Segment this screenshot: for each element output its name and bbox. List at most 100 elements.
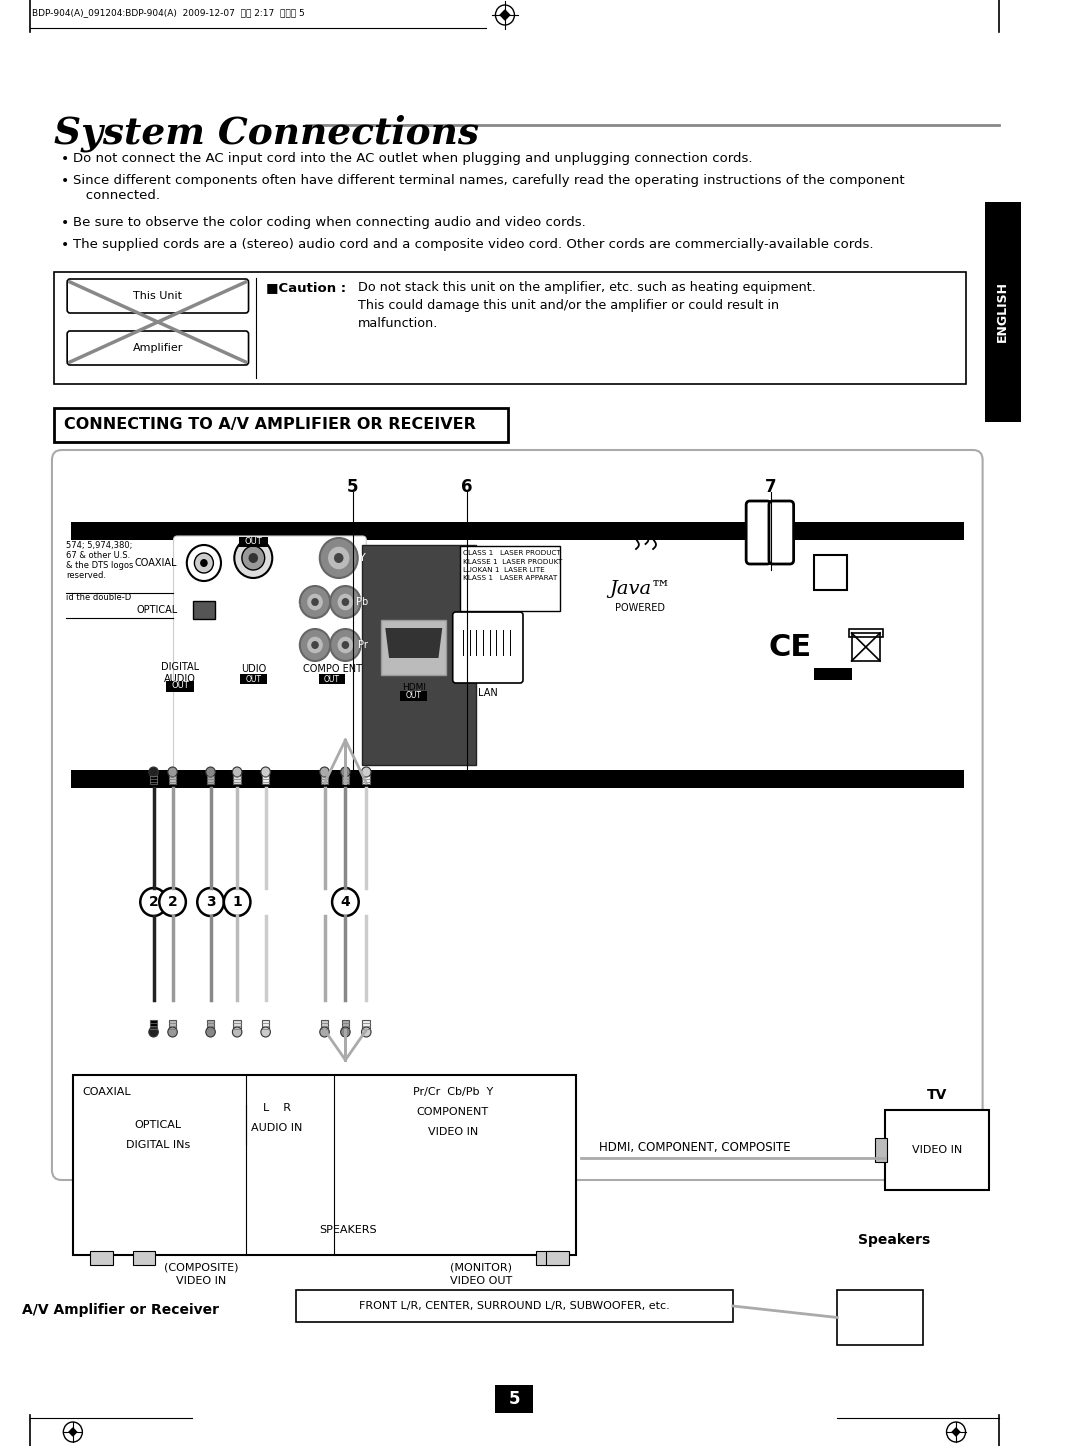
Text: 4: 4	[340, 895, 350, 910]
Bar	[233, 772, 241, 784]
Bar	[261, 1019, 269, 1032]
Bar	[813, 555, 847, 590]
Text: CE: CE	[768, 633, 811, 662]
Circle shape	[307, 636, 324, 654]
Bar	[875, 1138, 887, 1163]
Text: SPEAKERS: SPEAKERS	[320, 1225, 377, 1235]
Text: Java™: Java™	[609, 580, 671, 599]
Text: OUT: OUT	[324, 674, 340, 684]
Text: 1: 1	[232, 895, 242, 910]
Text: Be sure to observe the color coding when connecting audio and video cords.: Be sure to observe the color coding when…	[72, 215, 585, 228]
Text: ■Caution :: ■Caution :	[266, 281, 346, 294]
Bar	[319, 674, 346, 684]
Circle shape	[149, 766, 159, 777]
Text: CONNECTING TO A/V AMPLIFIER OR RECEIVER: CONNECTING TO A/V AMPLIFIER OR RECEIVER	[65, 418, 476, 432]
Circle shape	[341, 641, 349, 649]
Circle shape	[187, 545, 221, 581]
Circle shape	[206, 1027, 215, 1037]
Text: A/V Amplifier or Receiver: A/V Amplifier or Receiver	[22, 1303, 219, 1317]
Circle shape	[261, 766, 270, 777]
Text: Y: Y	[360, 552, 366, 562]
Bar	[206, 772, 214, 784]
Bar	[363, 545, 476, 765]
Text: Pr: Pr	[357, 641, 367, 651]
Circle shape	[307, 593, 324, 612]
Circle shape	[320, 766, 329, 777]
Text: COAXIAL: COAXIAL	[82, 1087, 131, 1098]
Circle shape	[194, 552, 214, 573]
Text: OUT: OUT	[245, 674, 261, 684]
Circle shape	[327, 547, 350, 570]
Bar	[296, 1290, 733, 1322]
Text: DIGITAL
AUDIO: DIGITAL AUDIO	[161, 662, 199, 684]
Bar	[150, 1019, 158, 1032]
Text: BDP-904(A)_091204:BDP-904(A)  2009-12-07  오후 2:17  페이지 5: BDP-904(A)_091204:BDP-904(A) 2009-12-07 …	[32, 9, 305, 17]
Bar	[261, 772, 269, 784]
Text: COMPO ENT: COMPO ENT	[302, 664, 362, 674]
Bar	[813, 668, 851, 680]
Bar	[54, 272, 966, 385]
Text: •: •	[60, 174, 69, 188]
Text: L    R: L R	[264, 1103, 291, 1113]
Text: Pb: Pb	[356, 597, 368, 607]
Text: reserved.: reserved.	[66, 571, 106, 580]
Text: TV: TV	[927, 1087, 947, 1102]
Circle shape	[167, 766, 177, 777]
Circle shape	[341, 599, 349, 606]
Text: OUT: OUT	[244, 538, 262, 547]
FancyBboxPatch shape	[453, 612, 523, 683]
Bar	[71, 522, 963, 539]
Text: FRONT L/R, CENTER, SURROUND L/R, SUBWOOFER, etc.: FRONT L/R, CENTER, SURROUND L/R, SUBWOOF…	[359, 1301, 670, 1312]
Bar	[885, 1111, 989, 1190]
Bar	[90, 1251, 112, 1265]
Circle shape	[248, 552, 258, 562]
Text: 2: 2	[167, 895, 177, 910]
Bar	[72, 1074, 576, 1255]
Bar	[401, 691, 427, 701]
Polygon shape	[69, 1429, 77, 1436]
Text: 2: 2	[149, 895, 159, 910]
Bar	[240, 674, 267, 684]
Text: 5: 5	[509, 1390, 521, 1408]
Text: L: L	[294, 597, 300, 607]
Circle shape	[330, 629, 361, 661]
Polygon shape	[500, 10, 510, 20]
Text: Speakers: Speakers	[859, 1233, 931, 1246]
Text: OPTICAL: OPTICAL	[135, 1121, 181, 1129]
FancyBboxPatch shape	[769, 500, 794, 564]
Circle shape	[232, 1027, 242, 1037]
Circle shape	[362, 1027, 372, 1037]
Circle shape	[340, 766, 350, 777]
Text: & the DTS logos: & the DTS logos	[66, 561, 134, 570]
Bar	[460, 547, 561, 612]
Text: UDIO: UDIO	[241, 664, 266, 674]
Text: VIDEO IN: VIDEO IN	[912, 1145, 962, 1155]
Bar	[239, 536, 268, 547]
Circle shape	[311, 641, 319, 649]
Bar	[837, 1290, 922, 1345]
Bar	[545, 1251, 568, 1265]
Circle shape	[300, 586, 330, 617]
Text: 574; 5,974,380;: 574; 5,974,380;	[66, 541, 133, 549]
Bar	[233, 1019, 241, 1032]
Text: (COMPOSITE)
VIDEO IN: (COMPOSITE) VIDEO IN	[164, 1262, 239, 1285]
Circle shape	[200, 560, 207, 567]
Text: ENGLISH: ENGLISH	[996, 282, 1009, 343]
Circle shape	[320, 1027, 329, 1037]
Circle shape	[206, 766, 215, 777]
Text: POWERED: POWERED	[615, 603, 665, 613]
Circle shape	[159, 888, 186, 915]
Text: (MONITOR)
VIDEO OUT: (MONITOR) VIDEO OUT	[450, 1262, 512, 1285]
Text: This Unit: This Unit	[133, 291, 183, 301]
Text: OUT: OUT	[172, 681, 189, 691]
Circle shape	[362, 766, 372, 777]
Circle shape	[224, 888, 251, 915]
Text: 5: 5	[348, 479, 359, 496]
Bar	[166, 681, 194, 693]
Circle shape	[333, 888, 359, 915]
Text: Do not connect the AC input cord into the AC outlet when plugging and unplugging: Do not connect the AC input cord into th…	[72, 152, 753, 165]
Bar	[985, 202, 1021, 422]
Circle shape	[232, 766, 242, 777]
Text: COMPONENT: COMPONENT	[417, 1108, 489, 1116]
Circle shape	[300, 629, 330, 661]
